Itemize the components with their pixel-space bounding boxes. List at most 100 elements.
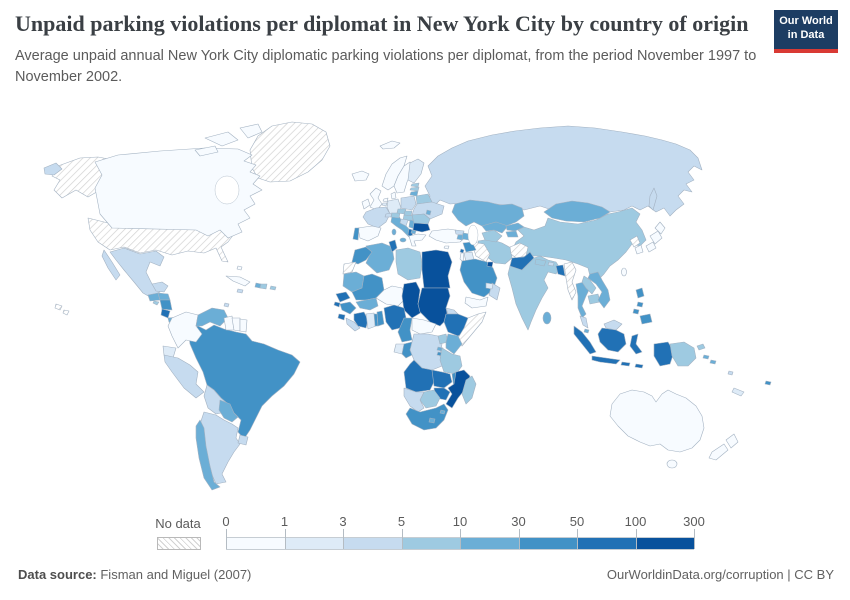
country-philippines[interactable] (632, 308, 640, 315)
country-indonesia[interactable] (634, 363, 644, 369)
country-swaziland[interactable] (439, 409, 446, 415)
country-united-arab-emirates[interactable] (485, 282, 494, 290)
country-estonia[interactable] (410, 182, 420, 188)
country-australia[interactable] (609, 389, 705, 453)
country-south-korea[interactable] (634, 244, 644, 255)
country-malaysia[interactable] (579, 315, 589, 329)
country-mexico[interactable] (109, 247, 165, 298)
country-vanuatu[interactable] (727, 370, 734, 376)
country-belgium[interactable] (381, 202, 388, 207)
country-bangladesh[interactable] (555, 264, 566, 277)
country-bhutan[interactable] (547, 261, 555, 267)
country-armenia[interactable] (456, 234, 464, 241)
country-peru[interactable] (163, 354, 205, 399)
country-japan[interactable] (645, 241, 657, 253)
country-indonesia[interactable] (629, 333, 643, 355)
legend-no-data-swatch[interactable] (157, 537, 201, 550)
country-united-kingdom[interactable] (369, 187, 383, 211)
country-italy[interactable] (391, 228, 397, 236)
country-algeria[interactable] (365, 242, 395, 274)
country-macedonia[interactable] (410, 229, 417, 235)
country-indonesia[interactable] (597, 327, 627, 353)
country-south-africa[interactable] (405, 403, 449, 431)
country-western-sahara[interactable] (342, 261, 357, 275)
legend-swatch-1-3[interactable] (284, 537, 343, 550)
country-spain[interactable] (357, 225, 382, 242)
country-honduras[interactable] (157, 292, 171, 301)
country-libya[interactable] (395, 247, 423, 281)
country-australia[interactable] (666, 459, 678, 469)
country-tajikistan[interactable] (505, 230, 519, 238)
country-zambia[interactable] (431, 369, 453, 389)
country-greece[interactable] (408, 233, 427, 247)
country-sierra-leone[interactable] (337, 313, 346, 321)
license-note[interactable]: OurWorldinData.org/corruption | CC BY (606, 567, 834, 582)
country-papua-new-guinea[interactable] (696, 343, 706, 351)
country-lithuania[interactable] (409, 190, 419, 197)
country-madagascar[interactable] (461, 375, 477, 405)
country-austria[interactable] (390, 212, 401, 219)
country-indonesia[interactable] (653, 341, 675, 367)
country-laos[interactable] (581, 275, 597, 295)
country-senegal[interactable] (335, 291, 351, 303)
country-singapore[interactable] (583, 328, 590, 334)
country-north-korea[interactable] (629, 235, 641, 248)
country-france[interactable] (362, 206, 391, 229)
country-norway[interactable] (381, 155, 408, 191)
country-solomon-islands[interactable] (702, 354, 710, 360)
country-croatia[interactable] (399, 218, 409, 227)
country-finland[interactable] (407, 158, 425, 184)
country-canada[interactable] (204, 131, 239, 147)
legend-swatch-3-5[interactable] (343, 537, 402, 550)
country-nicaragua[interactable] (159, 299, 173, 311)
country-colombia[interactable] (167, 311, 203, 349)
country-somalia[interactable] (457, 311, 487, 347)
country-mali[interactable] (351, 273, 385, 301)
country-lebanon[interactable] (459, 248, 465, 254)
map-legend[interactable]: No data 0 1 3 5 10 30 50 100 300 (0, 512, 850, 552)
country-japan[interactable] (649, 230, 663, 245)
country-indonesia[interactable] (620, 361, 631, 367)
country-guinea[interactable] (339, 301, 357, 315)
country-paraguay[interactable] (218, 399, 239, 423)
country-morocco[interactable] (351, 246, 373, 265)
country-russia[interactable] (424, 125, 703, 217)
country-kuwait[interactable] (486, 261, 494, 268)
country-denmark[interactable] (390, 191, 397, 200)
country-united-states[interactable] (62, 309, 70, 316)
country-dominican-republic[interactable] (259, 283, 268, 290)
country-egypt[interactable] (421, 249, 453, 289)
country-romania[interactable] (411, 213, 431, 225)
country-angola[interactable] (403, 359, 435, 393)
country-mexico[interactable] (101, 249, 121, 281)
country-sri-lanka[interactable] (542, 311, 552, 325)
country-mongolia[interactable] (543, 200, 611, 223)
country-moldova[interactable] (425, 209, 432, 216)
country-costa-rica[interactable] (160, 308, 171, 319)
country-mexico[interactable] (151, 281, 169, 293)
country-kenya[interactable] (445, 333, 463, 355)
country-ireland[interactable] (361, 198, 371, 210)
country-central-african-republic[interactable] (411, 317, 437, 335)
country-bahamas[interactable] (236, 265, 243, 271)
country-venezuela[interactable] (195, 307, 229, 327)
country-indonesia[interactable] (591, 355, 621, 365)
country-russia[interactable] (648, 187, 658, 211)
country-tanzania[interactable] (439, 347, 463, 375)
country-cote-d-ivoire[interactable] (353, 311, 369, 329)
country-new-zealand[interactable] (725, 433, 739, 449)
legend-swatch-50-100[interactable] (577, 537, 636, 550)
country-latvia[interactable] (409, 186, 420, 192)
country-philippines[interactable] (635, 287, 645, 299)
country-guinea-bissau[interactable] (333, 301, 341, 308)
country-russia[interactable] (43, 162, 63, 176)
country-japan[interactable] (654, 221, 666, 235)
country-fiji[interactable] (764, 380, 772, 386)
legend-swatch-100-300[interactable] (635, 537, 694, 550)
world-choropleth-map[interactable] (0, 106, 850, 506)
legend-swatch-10-30[interactable] (460, 537, 519, 550)
country-iceland[interactable] (351, 170, 370, 182)
country-trinidad-and-tobago[interactable] (223, 302, 230, 308)
legend-swatch-0-1[interactable] (226, 537, 285, 550)
country-portugal[interactable] (352, 227, 360, 241)
